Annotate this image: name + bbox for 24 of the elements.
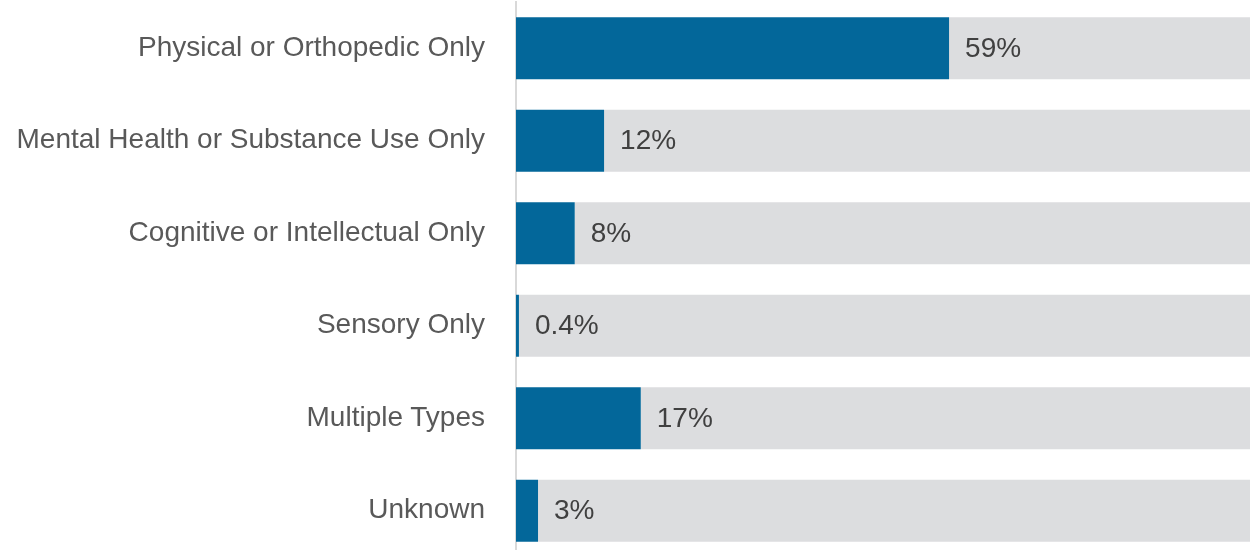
bar <box>640 387 1250 450</box>
data-label: 8% <box>590 216 632 248</box>
bar <box>516 479 539 542</box>
y-tick-label: Mental Health or Substance Use Only <box>16 123 485 155</box>
data-label: 59% <box>965 31 1022 63</box>
bar <box>516 17 950 80</box>
bar <box>574 202 1250 265</box>
bar <box>516 202 575 265</box>
data-label: 3% <box>554 494 595 526</box>
y-tick-label: Unknown <box>368 493 485 525</box>
bar <box>538 479 1250 542</box>
bar <box>516 109 605 172</box>
y-tick-label: Cognitive or Intellectual Only <box>128 215 485 247</box>
y-tick-label: Sensory Only <box>316 308 485 340</box>
data-label: 12% <box>620 124 677 156</box>
bar <box>604 109 1250 172</box>
bar <box>516 387 641 450</box>
bar <box>518 294 1250 357</box>
y-tick-label: Physical or Orthopedic Only <box>137 30 485 62</box>
data-label: 17% <box>656 401 713 433</box>
data-label: 0.4% <box>534 309 599 341</box>
y-tick-label: Multiple Types <box>306 400 485 432</box>
bar <box>949 17 1250 80</box>
bar <box>516 294 519 357</box>
